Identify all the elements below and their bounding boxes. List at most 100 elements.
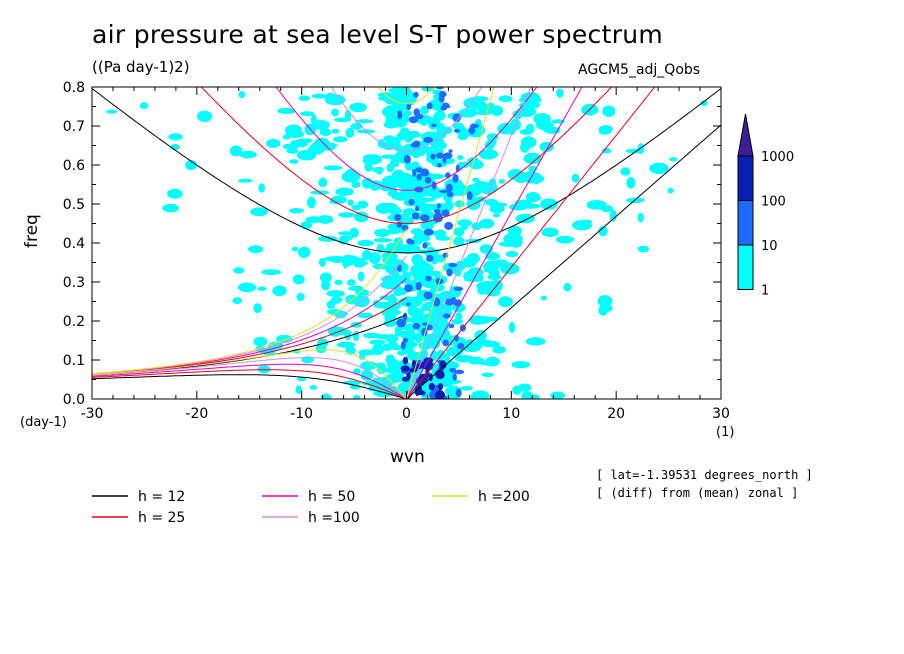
spectrum-cell-level1 [357, 271, 365, 282]
legend-label-h25: h = 25 [138, 510, 185, 526]
spectrum-cell-level1 [250, 207, 268, 217]
spectrum-cell-level1 [306, 196, 316, 209]
spectrum-cell-level1 [295, 385, 302, 395]
spectrum-cell-level1 [324, 256, 343, 262]
spectrum-cell-level10 [448, 262, 458, 268]
spectrum-cell-level10 [415, 167, 423, 173]
spectrum-cell-level10 [429, 390, 436, 399]
spectrum-cell-level10 [410, 143, 421, 148]
spectrum-cell-level1 [345, 168, 357, 179]
spectrum-cell-level1 [336, 341, 356, 348]
spectrum-cell-level10 [455, 388, 462, 398]
spectrum-cell-level10 [452, 174, 459, 183]
x-tick-label: -10 [290, 406, 313, 422]
spectrum-cell-level1 [667, 187, 674, 194]
spectrum-cell-level1 [522, 101, 541, 109]
spectrum-cell-level1 [349, 227, 359, 238]
spectrum-cell-level10 [396, 221, 403, 228]
spectrum-cell-level1 [511, 361, 531, 369]
spectrum-cell-level1 [531, 394, 541, 399]
spectrum-cell-level1 [620, 167, 631, 176]
y-tick-label: 0.2 [63, 314, 85, 330]
y-tick-label: 0.6 [63, 158, 85, 174]
spectrum-cell-level1 [318, 177, 328, 188]
rossby-curve-h200 [92, 349, 407, 399]
spectrum-cell-level10 [443, 313, 451, 319]
spectrum-cell-level100 [420, 361, 428, 370]
rossby-curve-h12 [92, 374, 407, 399]
spectrum-cell-level1 [396, 350, 407, 356]
spectrum-cell-level1 [331, 128, 340, 134]
spectrum-cell-level100 [435, 393, 445, 399]
spectrum-cell-level10 [412, 168, 417, 178]
x-tick-label: 20 [607, 406, 625, 422]
spectrum-cell-level1 [346, 279, 356, 286]
spectrum-cell-level1 [291, 246, 299, 252]
spectrum-cell-level10 [414, 205, 420, 212]
spectrum-cell-level1 [298, 138, 313, 144]
spectrum-cell-level10 [431, 123, 437, 128]
spectrum-cell-level10 [436, 203, 441, 209]
spectrum-cell-level10 [446, 268, 453, 277]
spectrum-cell-level1 [426, 173, 445, 180]
ig-curve-h100 [330, 87, 483, 152]
spectrum-cell-level10 [411, 212, 420, 220]
legend-label-h50: h = 50 [308, 489, 355, 505]
spectrum-cell-level1 [345, 127, 355, 138]
spectrum-cell-level1 [458, 107, 478, 118]
spectrum-cell-level1 [508, 321, 516, 334]
spectrum-cell-level1 [317, 235, 338, 242]
spectrum-cell-level1 [389, 160, 400, 168]
spectrum-cell-level10 [435, 87, 444, 90]
spectrum-cell-level1 [334, 279, 343, 285]
rossby-curve-h25 [92, 369, 407, 399]
spectrum-cell-level1 [669, 157, 678, 162]
spectrum-cell-level1 [358, 349, 378, 356]
colorbar-label: 100 [761, 195, 786, 210]
spectrum-cell-level1 [162, 203, 180, 213]
y-axis-unit: (day-1) [20, 415, 67, 430]
spectrum-cell-level1 [289, 159, 299, 164]
spectrum-cell-level10 [453, 286, 464, 292]
spectrum-cell-level10 [430, 153, 436, 160]
spectrum-cell-level1 [396, 150, 406, 162]
spectrum-cell-level1 [524, 175, 542, 184]
spectrum-cell-level100 [428, 382, 435, 391]
spectrum-cell-level10 [408, 198, 415, 206]
spectrum-cell-level1 [139, 102, 149, 110]
spectrum-cell-level1 [426, 246, 435, 254]
spectrum-cell-level1 [316, 215, 334, 224]
x-axis-label: wvn [390, 447, 425, 467]
spectrum-cell-level1 [353, 211, 369, 223]
spectrum-cell-level1 [300, 111, 315, 117]
spectrum-cell-level1 [602, 105, 616, 117]
spectrum-cell-level1 [357, 239, 374, 247]
spectrum-cell-level1 [318, 257, 326, 267]
spectrum-cell-level10 [416, 173, 422, 181]
colorbar-segment [737, 200, 754, 246]
spectrum-cell-level1 [335, 187, 354, 196]
spectrum-cell-level1 [398, 384, 409, 391]
spectrum-cell-level1 [386, 242, 397, 255]
spectrum-cell-level10 [423, 291, 433, 300]
spectrum-cell-level1 [514, 199, 533, 207]
spectrum-cell-level1 [479, 339, 494, 346]
spectrum-cell-level1 [492, 345, 506, 354]
spectrum-cell-level1 [420, 265, 429, 276]
spectrum-cell-level1 [238, 91, 246, 99]
spectrum-cell-level10 [406, 302, 411, 307]
y-tick-label: 0.7 [63, 119, 85, 135]
spectrum-cell-level10 [422, 322, 428, 326]
spectrum-cell-level10 [400, 341, 406, 350]
spectrum-cell-level1 [409, 308, 423, 318]
spectrum-cell-level1 [420, 220, 435, 230]
dataset-label: AGCM5_adj_Qobs [578, 62, 701, 78]
spectrum-cell-level100 [439, 360, 447, 369]
kelvin-curve-h100 [406, 87, 532, 399]
spectrum-cell-level10 [468, 126, 476, 135]
spectrum-cell-level1 [383, 121, 399, 129]
spectrum-cell-level1 [296, 377, 307, 382]
spectrum-cell-level10 [419, 214, 430, 222]
spectrum-cell-level10 [446, 183, 453, 193]
legend-label-h12: h = 12 [138, 489, 185, 505]
